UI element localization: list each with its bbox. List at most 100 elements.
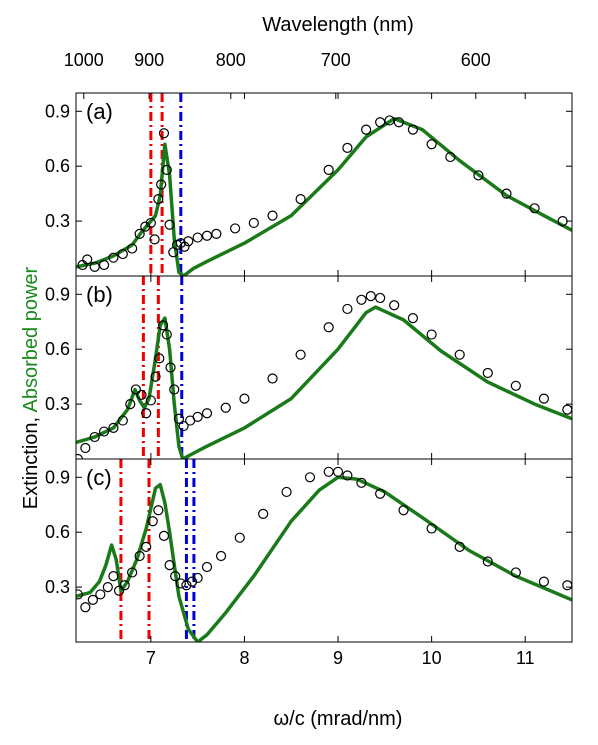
extinction-data-point bbox=[108, 252, 119, 263]
extinction-data-point bbox=[125, 399, 136, 410]
extinction-data-point bbox=[482, 367, 493, 379]
extinction-data-point bbox=[80, 602, 91, 613]
extinction-data-point bbox=[239, 393, 250, 404]
extinction-data-point bbox=[295, 349, 306, 360]
extinction-data-point bbox=[361, 124, 372, 135]
x-tick-label: 7 bbox=[146, 648, 156, 668]
panel-frame bbox=[75, 275, 573, 460]
extinction-data-point bbox=[150, 371, 161, 382]
extinction-data-point bbox=[161, 329, 172, 340]
extinction-data-point bbox=[538, 576, 550, 587]
extinction-data-point bbox=[267, 210, 278, 221]
panel-a: 0.3 0.6 0.9 (a) bbox=[45, 92, 573, 277]
extinction-data-point bbox=[165, 362, 176, 373]
extinction-data-point bbox=[117, 415, 128, 426]
top-tick-label: 600 bbox=[461, 50, 491, 70]
extinction-data-point bbox=[186, 576, 198, 587]
y-tick-label: 0.6 bbox=[45, 156, 70, 176]
extinction-data-point bbox=[108, 422, 119, 433]
extinction-data-point bbox=[365, 291, 376, 302]
extinction-data-point bbox=[375, 488, 386, 499]
extinction-data-point bbox=[384, 115, 395, 126]
extinction-data-point bbox=[145, 395, 156, 406]
top-tick-label: 800 bbox=[216, 50, 246, 70]
extinction-data-point bbox=[181, 580, 192, 591]
extinction-data-point bbox=[393, 117, 404, 128]
extinction-data-point bbox=[529, 203, 540, 214]
extinction-data-point bbox=[108, 571, 119, 582]
extinction-data-point bbox=[454, 541, 465, 552]
extinction-data-point bbox=[538, 393, 550, 404]
extinction-data-point bbox=[201, 230, 213, 241]
extinction-data-point bbox=[179, 241, 190, 252]
x-tick-label: 9 bbox=[333, 648, 343, 668]
extinction-data-point bbox=[87, 594, 98, 606]
extinction-data-point bbox=[82, 254, 93, 265]
extinction-data-point bbox=[161, 164, 172, 175]
extinction-data-point bbox=[130, 384, 141, 395]
y-tick-label: 0.3 bbox=[45, 394, 70, 414]
chart-panels: 0.3 0.6 0.9 (a) 0.3 0.6 0.9 (b) 0.3 0.6 0.9 (c) bbox=[45, 92, 573, 643]
extinction-data-point bbox=[119, 580, 130, 591]
panel-b: 0.3 0.6 0.9 (b) bbox=[45, 275, 573, 460]
extinction-data-point bbox=[134, 228, 145, 240]
x-tick-label: 11 bbox=[516, 648, 535, 668]
extinction-data-point bbox=[158, 128, 170, 139]
panel-label: (b) bbox=[86, 282, 113, 307]
extinction-data-point bbox=[557, 216, 568, 227]
extinction-data-point bbox=[95, 589, 106, 600]
panel-label: (a) bbox=[86, 99, 113, 124]
extinction-data-point bbox=[136, 389, 147, 401]
x-axis-tick-labels: 7 8 9 10 11 bbox=[146, 648, 535, 668]
extinction-data-point bbox=[248, 217, 259, 229]
extinction-data-point bbox=[117, 248, 128, 260]
extinction-data-point bbox=[473, 170, 484, 181]
extinction-data-point bbox=[170, 571, 181, 582]
extinction-data-point bbox=[164, 219, 175, 230]
extinction-data-point bbox=[356, 477, 367, 488]
y-tick-label: 0.9 bbox=[45, 284, 70, 304]
extinction-data-point bbox=[375, 117, 386, 128]
extinction-data-point bbox=[342, 303, 353, 315]
extinction-data-point bbox=[281, 486, 292, 498]
extinction-data-point bbox=[80, 442, 91, 454]
extinction-data-point bbox=[562, 404, 572, 415]
extinction-data-point bbox=[426, 523, 437, 534]
x-tick-label: 8 bbox=[239, 648, 249, 668]
extinction-data-point bbox=[426, 329, 437, 340]
extinction-data-point bbox=[183, 236, 194, 247]
extinction-data-point bbox=[304, 472, 316, 483]
extinction-data-point bbox=[141, 541, 152, 552]
y-axis-title-absorbed-power: Absorbed power bbox=[20, 266, 42, 412]
extinction-data-point bbox=[342, 142, 353, 153]
extinction-data-point bbox=[175, 578, 186, 589]
extinction-data-point bbox=[149, 234, 160, 245]
extinction-data-point bbox=[153, 194, 164, 205]
extinction-data-point bbox=[76, 589, 83, 600]
extinction-data-point bbox=[169, 384, 180, 395]
extinction-data-point bbox=[164, 560, 175, 571]
extinction-data-point bbox=[454, 349, 465, 360]
extinction-data-point bbox=[76, 453, 83, 459]
extinction-data-point bbox=[178, 420, 189, 432]
top-axis-tick-labels: 1000 900 800 700 600 bbox=[64, 50, 491, 99]
extinction-data-point bbox=[342, 470, 353, 481]
extinction-data-point bbox=[426, 139, 437, 150]
extinction-data-point bbox=[192, 411, 203, 423]
extinction-data-point bbox=[332, 466, 344, 477]
top-axis-title: Wavelength (nm) bbox=[262, 14, 414, 36]
extinction-data-point bbox=[295, 194, 306, 205]
extinction-data-point bbox=[145, 217, 156, 229]
y-tick-label: 0.9 bbox=[45, 101, 70, 121]
extinction-data-point bbox=[229, 223, 241, 234]
extinction-data-point bbox=[211, 228, 222, 240]
extinction-data-point bbox=[192, 572, 203, 584]
extinction-data-point bbox=[127, 567, 138, 578]
y-tick-label: 0.9 bbox=[45, 467, 70, 487]
extinction-data-point bbox=[127, 243, 138, 254]
extinction-data-point bbox=[375, 292, 386, 304]
extinction-data-point bbox=[407, 124, 419, 135]
extinction-data-point bbox=[140, 221, 151, 232]
extinction-data-point bbox=[192, 232, 203, 243]
